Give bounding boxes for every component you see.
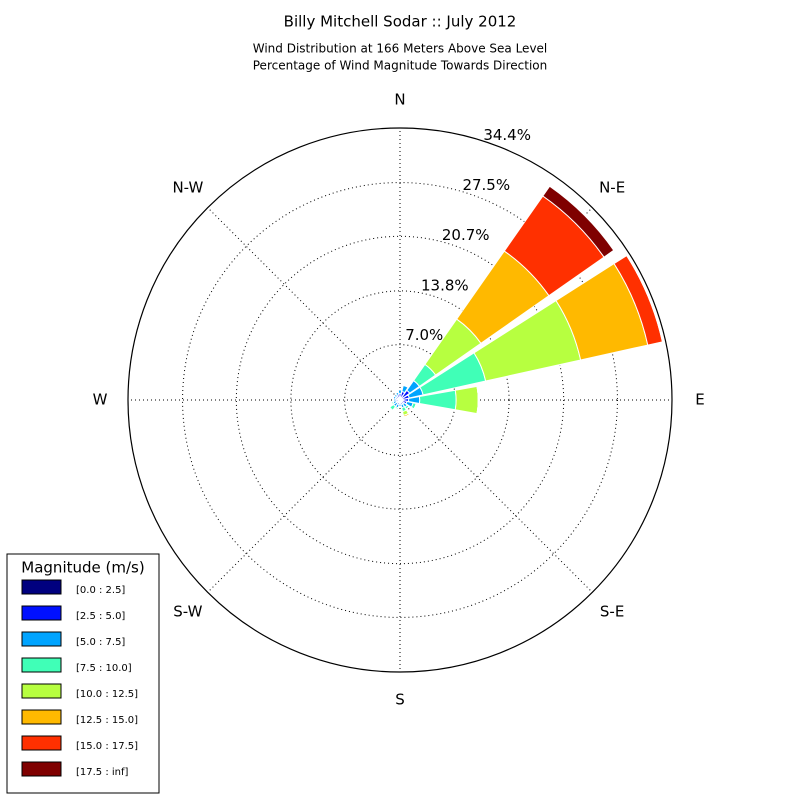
grid-circle bbox=[182, 182, 618, 618]
r-tick-label: 20.7% bbox=[442, 226, 490, 244]
legend-swatch bbox=[21, 709, 62, 725]
direction-label: N-W bbox=[172, 178, 203, 196]
grid-circle bbox=[290, 290, 510, 510]
direction-label: W bbox=[93, 391, 108, 409]
wedge bbox=[393, 393, 397, 397]
wedge bbox=[454, 385, 479, 415]
r-tick-label: 34.4% bbox=[483, 126, 531, 144]
direction-label: S-W bbox=[173, 603, 202, 621]
r-tick-label: 13.8% bbox=[421, 276, 469, 294]
grid-spoke bbox=[399, 399, 593, 593]
chart-subtitle: Wind Distribution at 166 Meters Above Se… bbox=[253, 42, 548, 56]
legend-title: Magnitude (m/s) bbox=[21, 559, 144, 577]
chart-title: Billy Mitchell Sodar :: July 2012 bbox=[284, 13, 517, 31]
legend-label: [0.0 : 2.5] bbox=[76, 585, 125, 596]
legend-swatch bbox=[21, 683, 62, 699]
grid-circle bbox=[235, 235, 565, 565]
legend-swatch bbox=[21, 579, 62, 595]
direction-label: S-E bbox=[600, 603, 624, 621]
legend-swatch bbox=[21, 605, 62, 621]
wedge bbox=[476, 386, 479, 414]
r-tick-label: 27.5% bbox=[462, 176, 510, 194]
direction-label: N-E bbox=[599, 178, 625, 196]
legend-swatch bbox=[21, 761, 62, 777]
legend-label: [17.5 : inf] bbox=[76, 767, 129, 778]
grid-spoke bbox=[207, 399, 401, 593]
grid-spoke bbox=[207, 207, 401, 401]
direction-label: S bbox=[395, 691, 405, 709]
legend-label: [10.0 : 12.5] bbox=[76, 689, 138, 700]
legend-label: [15.0 : 17.5] bbox=[76, 741, 138, 752]
direction-label: N bbox=[394, 91, 405, 109]
direction-label: E bbox=[695, 391, 704, 409]
legend-swatch bbox=[21, 631, 62, 647]
legend-swatch bbox=[21, 657, 62, 673]
legend-label: [12.5 : 15.0] bbox=[76, 715, 138, 726]
outer-circle bbox=[127, 127, 673, 673]
legend-swatch bbox=[21, 735, 62, 751]
r-tick-label: 7.0% bbox=[405, 326, 443, 344]
wedge bbox=[391, 401, 394, 405]
legend-label: [2.5 : 5.0] bbox=[76, 611, 125, 622]
legend-label: [7.5 : 10.0] bbox=[76, 663, 132, 674]
legend-label: [5.0 : 7.5] bbox=[76, 637, 125, 648]
chart-subtitle: Percentage of Wind Magnitude Towards Dir… bbox=[253, 59, 547, 73]
wedge bbox=[542, 185, 615, 258]
